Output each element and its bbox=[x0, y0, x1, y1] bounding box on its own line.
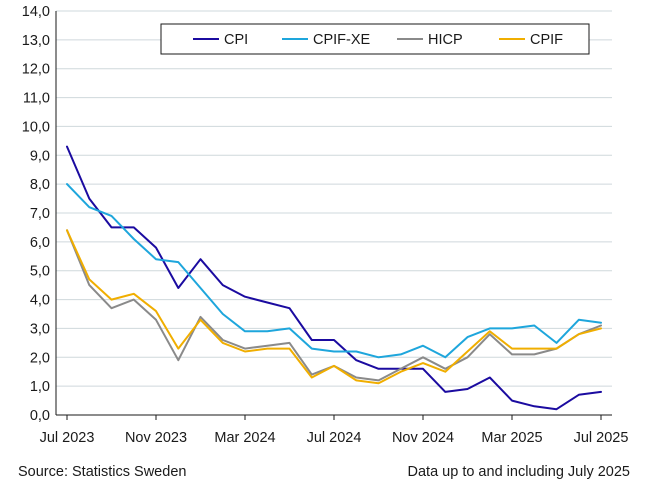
y-tick-label: 0,0 bbox=[30, 408, 50, 424]
legend: CPI CPIF-XE HICP CPIF bbox=[160, 23, 590, 55]
line-chart: 0,0 1,0 2,0 3,0 4,0 5,0 6,0 7,0 8,0 9,0 10,0 11,0 12… bbox=[22, 4, 629, 446]
y-tick-label: 5,0 bbox=[30, 264, 50, 280]
y-tick-label: 4,0 bbox=[30, 293, 50, 309]
x-tick-label: Jul 2024 bbox=[307, 430, 362, 446]
y-tick-label: 8,0 bbox=[30, 177, 50, 193]
y-tick-label: 14,0 bbox=[22, 4, 50, 20]
series-line-cpif-xe bbox=[66, 183, 602, 359]
x-tick-label: Mar 2024 bbox=[214, 430, 275, 446]
series-line-cpif bbox=[66, 229, 602, 385]
legend-label-hicp: HICP bbox=[428, 32, 463, 48]
x-tick-label: Jul 2025 bbox=[574, 430, 629, 446]
y-tick-label: 10,0 bbox=[22, 119, 50, 135]
x-tick-label: Jul 2023 bbox=[40, 430, 95, 446]
y-tick-label: 3,0 bbox=[30, 321, 50, 337]
series-line-cpi bbox=[66, 145, 602, 411]
data-coverage-note: Data up to and including July 2025 bbox=[407, 464, 631, 480]
legend-label-cpif-xe: CPIF-XE bbox=[313, 32, 371, 48]
source-note: Source: Statistics Sweden bbox=[18, 464, 187, 480]
y-tick-label: 12,0 bbox=[22, 62, 50, 78]
y-tick-label: 2,0 bbox=[30, 350, 50, 366]
x-tick-label: Nov 2023 bbox=[125, 430, 187, 446]
y-tick-label: 9,0 bbox=[30, 148, 50, 164]
y-tick-label: 11,0 bbox=[23, 91, 50, 107]
legend-label-cpif: CPIF bbox=[530, 32, 563, 48]
x-tick-label: Mar 2025 bbox=[481, 430, 542, 446]
y-tick-label: 7,0 bbox=[30, 206, 50, 222]
legend-label-cpi: CPI bbox=[224, 32, 248, 48]
series-lines bbox=[66, 145, 602, 411]
y-tick-label: 1,0 bbox=[30, 379, 50, 395]
axes: 0,0 1,0 2,0 3,0 4,0 5,0 6,0 7,0 8,0 9,0 10,0 11,0 12… bbox=[22, 4, 629, 446]
y-tick-label: 13,0 bbox=[22, 33, 50, 49]
x-tick-label: Nov 2024 bbox=[392, 430, 454, 446]
y-tick-label: 6,0 bbox=[30, 235, 50, 251]
